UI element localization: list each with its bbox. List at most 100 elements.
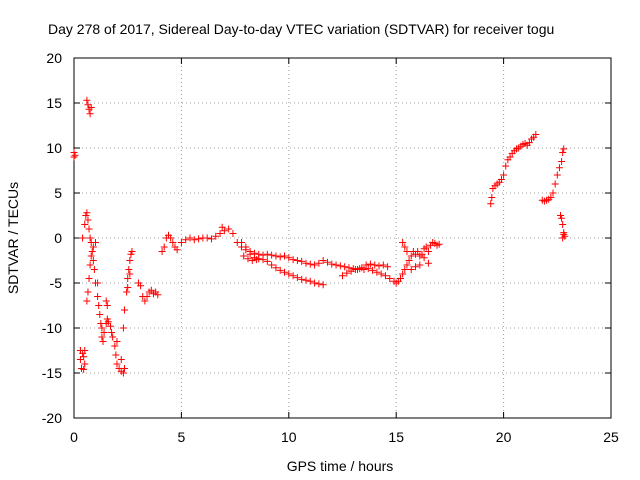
- data-point: [360, 266, 368, 273]
- data-point: [89, 257, 97, 264]
- data-point: [319, 257, 327, 264]
- data-point: [99, 338, 107, 345]
- data-point: [268, 261, 276, 269]
- data-point: [220, 227, 228, 235]
- data-point: [555, 164, 563, 172]
- data-point: [272, 252, 280, 260]
- data-point: [285, 254, 293, 262]
- data-point: [336, 262, 344, 270]
- data-point: [302, 276, 310, 284]
- series-early-spike: [83, 96, 95, 118]
- data-point: [81, 360, 89, 368]
- data-point: [293, 274, 301, 282]
- data-point: [182, 236, 190, 244]
- data-point: [487, 200, 495, 208]
- data-point: [83, 297, 91, 305]
- data-point: [263, 250, 271, 258]
- x-tick-label: 20: [496, 429, 512, 445]
- data-point: [356, 265, 364, 273]
- data-point: [532, 131, 540, 138]
- data-point: [80, 353, 88, 361]
- data-point: [141, 297, 149, 305]
- data-point: [126, 270, 134, 278]
- data-point: [332, 261, 340, 269]
- y-tick-label: -10: [42, 320, 62, 336]
- data-point: [289, 272, 297, 280]
- data-point: [87, 104, 95, 111]
- series-recovery-one: [123, 248, 136, 296]
- data-point: [553, 171, 561, 179]
- data-point: [396, 275, 404, 282]
- data-point: [560, 145, 568, 153]
- data-point: [96, 311, 104, 318]
- data-point: [502, 162, 510, 170]
- grid: [74, 58, 611, 418]
- data-point: [125, 266, 133, 273]
- data-point: [381, 272, 389, 280]
- x-tick-label: 15: [388, 429, 404, 445]
- data-point: [414, 248, 422, 255]
- data-point: [253, 256, 261, 264]
- data-point: [401, 243, 409, 251]
- data-point: [124, 284, 132, 291]
- data-point: [558, 214, 566, 222]
- data-point: [169, 239, 177, 246]
- data-point: [276, 266, 284, 274]
- data-point: [248, 257, 256, 264]
- data-point: [104, 318, 112, 326]
- data-point: [107, 322, 115, 330]
- data-point: [88, 248, 96, 255]
- data-point: [416, 261, 424, 269]
- series-early-isolated: [70, 149, 79, 161]
- data-point: [500, 171, 508, 179]
- data-point: [559, 221, 567, 228]
- data-point: [343, 269, 351, 277]
- data-point: [281, 252, 289, 260]
- data-point: [112, 351, 120, 359]
- data-point: [173, 246, 181, 254]
- data-point: [263, 257, 271, 265]
- x-axis-label: GPS time / hours: [287, 458, 394, 474]
- data-point: [124, 275, 132, 282]
- data-point: [341, 263, 349, 271]
- data-point: [218, 223, 226, 231]
- series-midday-arc: [158, 223, 392, 273]
- data-point: [117, 356, 125, 363]
- data-point: [285, 270, 293, 278]
- x-tick-label: 25: [603, 429, 619, 445]
- data-point: [85, 225, 93, 233]
- data-point: [195, 235, 203, 243]
- data-point: [547, 194, 555, 201]
- ticks: 0 5 10 15 20 25 -20 -15 -10 -5 0 5 10 15 20: [42, 50, 619, 445]
- series-rise-one: [487, 131, 540, 208]
- data-point: [403, 261, 411, 269]
- series-late-recovery: [394, 239, 443, 285]
- series-dip-one: [98, 297, 128, 377]
- data-point: [497, 176, 505, 183]
- data-point: [167, 234, 175, 242]
- data-point: [95, 302, 103, 309]
- data-point: [87, 252, 95, 260]
- y-tick-label: 0: [54, 230, 62, 246]
- data-point: [203, 234, 211, 242]
- data-point: [362, 261, 370, 269]
- data-point: [177, 239, 185, 246]
- data-point: [128, 248, 136, 255]
- x-tick-label: 10: [281, 429, 297, 445]
- data-point: [272, 264, 280, 272]
- data-point: [207, 235, 215, 243]
- data-point: [424, 248, 432, 255]
- data-point: [424, 259, 432, 267]
- data-point: [81, 221, 89, 228]
- data-point: [375, 262, 383, 270]
- data-point: [119, 369, 127, 377]
- data-point: [225, 225, 233, 233]
- data-point: [384, 263, 392, 271]
- data-point: [91, 239, 99, 246]
- data-point: [328, 260, 336, 268]
- data-point: [80, 365, 88, 373]
- y-tick-label: -5: [50, 275, 63, 291]
- data-points: [70, 96, 569, 377]
- data-point: [369, 266, 377, 274]
- data-point: [306, 277, 314, 285]
